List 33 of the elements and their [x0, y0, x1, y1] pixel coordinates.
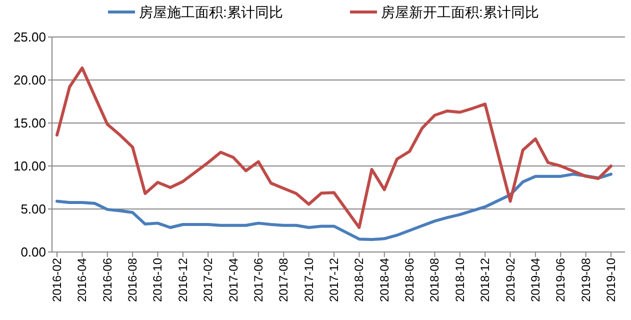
- x-tick-label: 2016-06: [100, 258, 114, 302]
- x-tick-label: 2016-02: [50, 258, 64, 302]
- x-tick-label: 2017-12: [327, 258, 341, 302]
- x-tick-label: 2017-04: [226, 258, 240, 302]
- y-tick-label: 5.00: [20, 202, 46, 217]
- y-tick-label: 0.00: [20, 244, 46, 260]
- x-tick-label: 2019-10: [604, 258, 618, 302]
- line-series: [56, 66, 612, 229]
- x-tick-label: 2016-10: [150, 258, 165, 302]
- x-tick-label: 2018-10: [452, 258, 467, 302]
- y-tick-label: 25.00: [13, 30, 46, 45]
- x-tick-label: 2018-02: [352, 258, 366, 302]
- x-tick-label: 2017-02: [201, 258, 216, 302]
- x-tick-label: 2018-04: [377, 258, 392, 302]
- x-tick-label: 2017-08: [276, 258, 291, 302]
- x-tick-label: 2016-08: [126, 258, 140, 302]
- x-tick-label: 2016-12: [176, 258, 190, 302]
- x-tick-label: 2018-06: [402, 258, 417, 302]
- x-tick-label: 2019-02: [503, 258, 518, 302]
- y-tick-label: 10.00: [13, 158, 46, 174]
- y-tick-label: 15.00: [13, 116, 46, 131]
- legend-label: 房屋施工面积:累计同比: [139, 4, 283, 20]
- line-series: [56, 172, 612, 242]
- x-tick-label: 2018-12: [478, 258, 492, 302]
- legend-label: 房屋新开工面积:累计同比: [381, 4, 539, 20]
- x-tick-label: 2019-04: [528, 258, 542, 302]
- x-tick-label: 2018-08: [428, 258, 442, 302]
- x-tick-label: 2019-08: [578, 258, 593, 302]
- x-tick-label: 2019-06: [554, 258, 568, 302]
- x-tick-label: 2016-04: [75, 258, 90, 302]
- x-tick-label: 2017-10: [302, 258, 316, 302]
- y-tick-label: 20.00: [13, 72, 46, 88]
- x-tick-label: 2017-06: [251, 258, 266, 302]
